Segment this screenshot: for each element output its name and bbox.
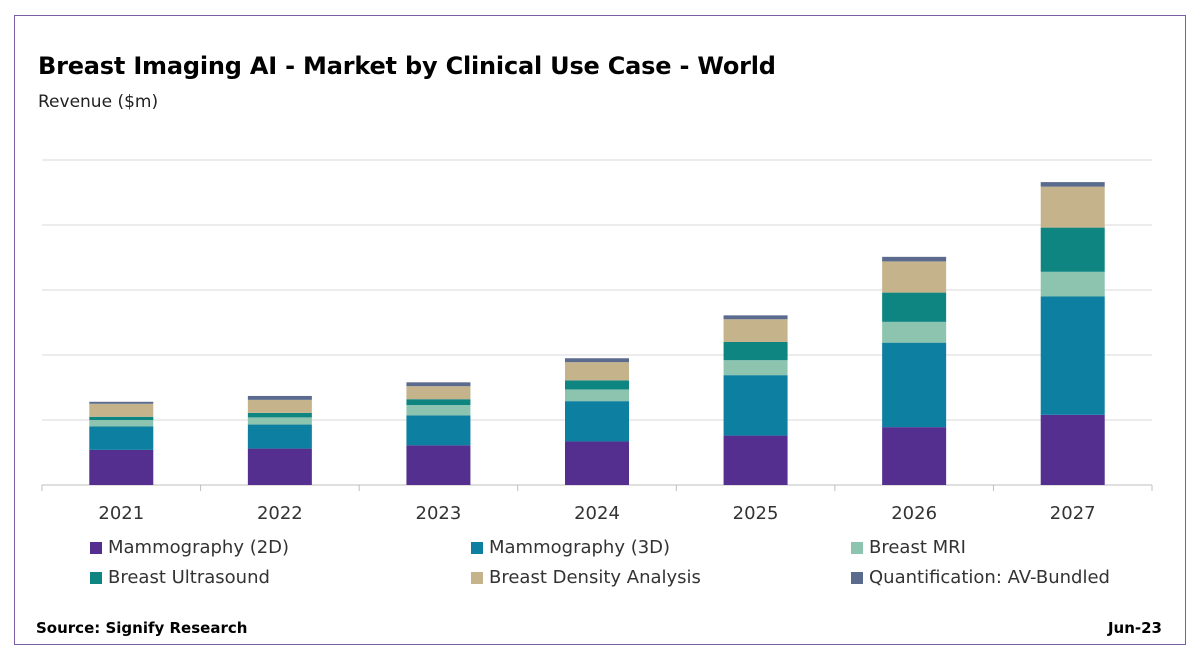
bar-segment xyxy=(1040,186,1105,228)
bar-segment xyxy=(723,435,788,485)
bar-segment xyxy=(406,399,471,406)
bar-segment xyxy=(565,380,629,390)
bar-segment xyxy=(1040,182,1105,187)
bar-segment xyxy=(565,362,629,381)
bar-segment xyxy=(882,292,947,322)
bar-segment xyxy=(406,445,471,485)
x-tick-label: 2026 xyxy=(891,503,937,524)
bar-segment xyxy=(89,449,154,485)
bar-segment xyxy=(247,448,312,485)
x-tick-label: 2027 xyxy=(1050,503,1096,524)
bar-segment xyxy=(565,441,629,485)
bar-segment xyxy=(723,315,788,320)
x-tick-label: 2023 xyxy=(416,503,462,524)
bar-segment xyxy=(565,358,629,363)
chart-subtitle: Revenue ($m) xyxy=(38,92,159,112)
date-note: Jun-23 xyxy=(1107,619,1162,637)
bar-segment xyxy=(89,403,154,417)
x-tick-label: 2022 xyxy=(257,503,303,524)
bar-segment xyxy=(882,342,947,428)
bar-segment xyxy=(723,342,788,361)
bar-segment xyxy=(1040,414,1105,485)
bar-segment xyxy=(247,417,312,425)
chart-title: Breast Imaging AI - Market by Clinical U… xyxy=(38,52,776,80)
bar-segment xyxy=(882,321,947,343)
bar-segment xyxy=(1040,227,1105,272)
bar-segment xyxy=(406,415,471,446)
bar-segment xyxy=(89,416,154,420)
bar-segment xyxy=(882,427,947,485)
bar-segment xyxy=(723,375,788,436)
bar-segment xyxy=(247,395,312,400)
bar-segment xyxy=(882,261,947,293)
bar-segment xyxy=(406,405,471,416)
bar-segment xyxy=(723,319,788,342)
bar-segment xyxy=(89,426,154,450)
bar-segment xyxy=(89,401,154,404)
bar-segment xyxy=(565,389,629,402)
bar-segment xyxy=(406,386,471,400)
bar-segment xyxy=(565,401,629,442)
chart-frame xyxy=(14,15,1186,645)
x-tick-label: 2025 xyxy=(733,503,779,524)
bar-segment xyxy=(89,420,154,427)
bar-segment xyxy=(882,256,947,262)
x-tick-label: 2021 xyxy=(98,503,144,524)
bar-segment xyxy=(406,382,471,387)
bar-segment xyxy=(723,360,788,376)
bar-segment xyxy=(1040,271,1105,297)
source-note: Source: Signify Research xyxy=(36,619,248,637)
bar-segment xyxy=(247,412,312,418)
x-tick-label: 2024 xyxy=(574,503,620,524)
bar-segment xyxy=(247,424,312,449)
bar-segment xyxy=(1040,296,1105,415)
bar-segment xyxy=(247,399,312,413)
